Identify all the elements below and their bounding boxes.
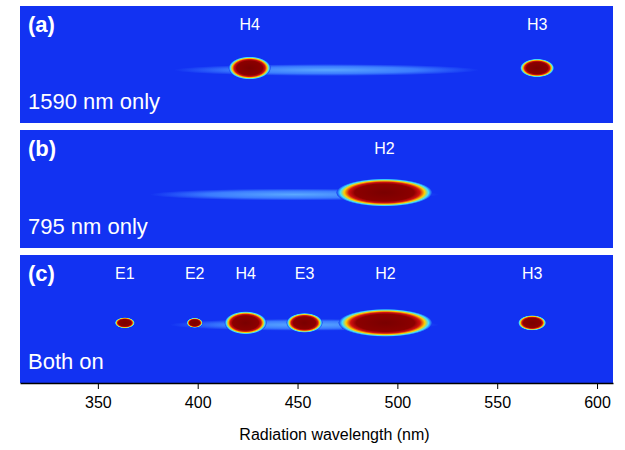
peak [115,317,135,328]
peak-label: E3 [295,265,315,282]
panel-background [20,255,613,383]
tick: 550 [484,383,511,411]
tick-mark [298,383,299,389]
peak-label: E1 [115,265,135,282]
peak-label: H3 [522,265,543,282]
peak [338,309,432,337]
tick-mark [98,383,99,389]
tick-mark [397,383,398,389]
tick-label: 500 [385,394,412,411]
peak [287,313,323,333]
peak-label: H4 [235,265,256,282]
peak-label: E2 [185,265,205,282]
tick-mark [497,383,498,389]
axis-title: Radiation wavelength (nm) [239,426,429,443]
panel-label: (b) [28,136,56,161]
tick-label: 550 [484,394,511,411]
x-axis: 350 400 450 500 550 600 [21,383,614,411]
plot-area [150,179,440,207]
panel: E1 E2 H4 E3 H2 H3 (c) Both on [20,255,613,383]
peak [225,311,267,334]
tick-label: 400 [185,394,212,411]
panel: H2 (b) 795 nm only [20,130,613,248]
panel-label: (a) [28,12,55,37]
panel: H4 H3 (a) 1590 nm only [20,6,613,123]
plot-area [115,309,546,337]
peak-label: H3 [527,16,548,33]
peak [336,179,432,207]
peak-label: H4 [239,16,260,33]
tick-mark [597,383,598,389]
peak [520,59,554,78]
plot-area [174,56,554,79]
panel-label: (c) [28,261,55,286]
peak [187,318,203,328]
panel-background [20,6,613,123]
peak-label: H2 [374,140,395,157]
panel-caption: 795 nm only [28,214,148,239]
peak [229,56,271,79]
tick: 400 [185,383,212,411]
tick-label: 450 [285,394,312,411]
tick: 500 [385,383,412,411]
panel-caption: 1590 nm only [28,89,160,114]
continuum [174,64,479,76]
peak-label: H2 [375,265,396,282]
tick-label: 600 [584,394,611,411]
tick-mark [198,383,199,389]
peak [518,315,546,330]
tick: 350 [85,383,112,411]
axis-line [21,383,614,385]
panel-background [20,130,613,248]
tick: 600 [584,383,611,411]
tick-label: 350 [85,394,112,411]
tick: 450 [285,383,312,411]
panel-caption: Both on [28,349,104,374]
chart: H4 H3 (a) 1590 nm only H2 (b) 795 nm only E1 E2 H… [0,0,625,450]
